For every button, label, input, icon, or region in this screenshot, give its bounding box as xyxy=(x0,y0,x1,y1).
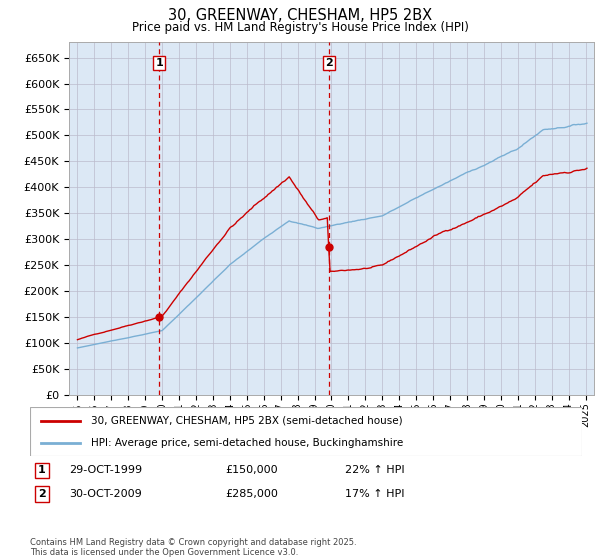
Text: Price paid vs. HM Land Registry's House Price Index (HPI): Price paid vs. HM Land Registry's House … xyxy=(131,21,469,34)
Text: 1: 1 xyxy=(155,58,163,68)
Text: 30, GREENWAY, CHESHAM, HP5 2BX: 30, GREENWAY, CHESHAM, HP5 2BX xyxy=(168,8,432,24)
Text: 2: 2 xyxy=(38,489,46,499)
Text: 30, GREENWAY, CHESHAM, HP5 2BX (semi-detached house): 30, GREENWAY, CHESHAM, HP5 2BX (semi-det… xyxy=(91,416,403,426)
Text: 30-OCT-2009: 30-OCT-2009 xyxy=(69,489,142,499)
Text: 29-OCT-1999: 29-OCT-1999 xyxy=(69,465,142,475)
Text: HPI: Average price, semi-detached house, Buckinghamshire: HPI: Average price, semi-detached house,… xyxy=(91,437,403,447)
Text: 2: 2 xyxy=(325,58,332,68)
Text: £285,000: £285,000 xyxy=(225,489,278,499)
Text: 1: 1 xyxy=(38,465,46,475)
Text: 17% ↑ HPI: 17% ↑ HPI xyxy=(345,489,404,499)
Text: Contains HM Land Registry data © Crown copyright and database right 2025.
This d: Contains HM Land Registry data © Crown c… xyxy=(30,538,356,557)
Text: 22% ↑ HPI: 22% ↑ HPI xyxy=(345,465,404,475)
Text: £150,000: £150,000 xyxy=(225,465,278,475)
FancyBboxPatch shape xyxy=(30,407,582,456)
